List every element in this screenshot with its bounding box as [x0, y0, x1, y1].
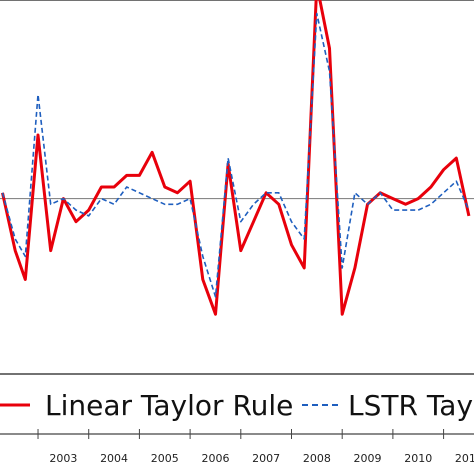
legend: Linear Taylor Rule LSTR Taylor Rule [0, 389, 474, 422]
x-tick-label: 2009 [354, 452, 382, 465]
series-layer [3, 0, 469, 314]
legend-label-linear: Linear Taylor Rule [45, 389, 293, 422]
x-axis: 2003 2004 2005 2006 2007 2008 2009 2010 2011 [0, 429, 474, 465]
x-tick-label: 2010 [404, 452, 432, 465]
series-line-linear-taylor [3, 0, 469, 314]
x-tick-label: 2005 [151, 452, 179, 465]
x-tick-label: 2008 [303, 452, 331, 465]
x-tick-label: 2004 [100, 452, 128, 465]
x-tick-label: 2007 [252, 452, 280, 465]
plot-area [0, 0, 474, 374]
x-tick-label: 2003 [49, 452, 77, 465]
legend-label-lstr: LSTR Taylor Rule [348, 389, 474, 422]
x-tick-label: 2011 [455, 452, 474, 465]
x-tick-label: 2006 [201, 452, 229, 465]
series-line-lstr-taylor [3, 14, 469, 297]
